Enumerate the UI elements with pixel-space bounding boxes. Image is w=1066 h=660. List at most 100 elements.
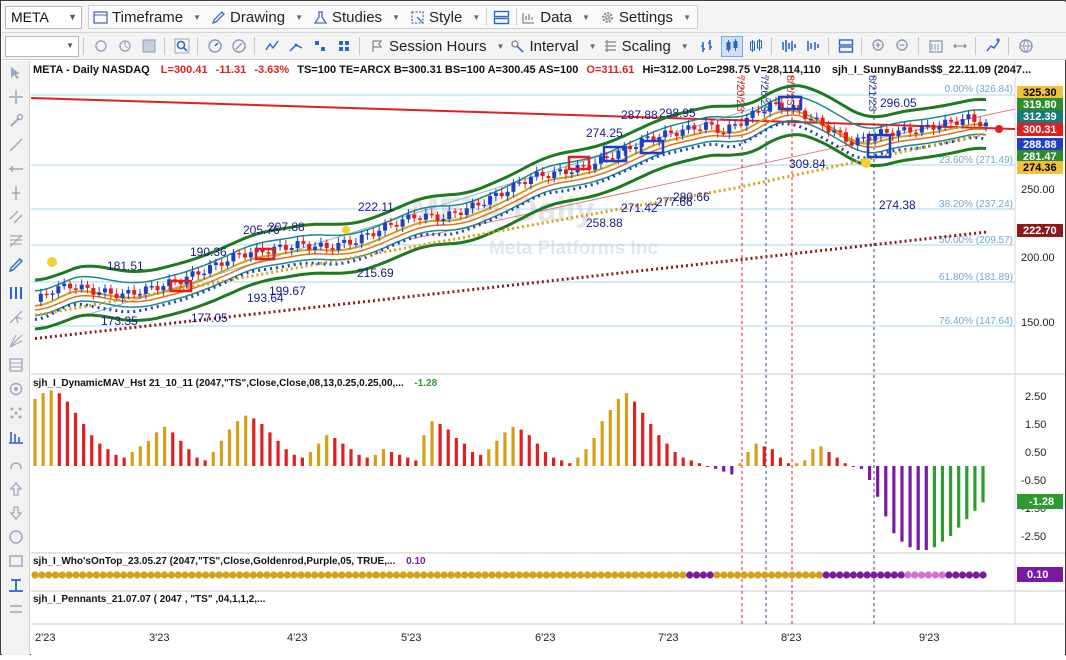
pitchfork-tool[interactable] — [3, 306, 29, 328]
scaling-menu[interactable]: Scaling ▼ — [603, 38, 689, 55]
price-axis[interactable]: 250.00 200.00 150.00 — [1021, 184, 1055, 329]
table-tool[interactable] — [3, 354, 29, 376]
object-button[interactable] — [309, 36, 331, 57]
trendline-tool[interactable] — [3, 110, 29, 132]
pennant-box — [254, 247, 276, 261]
refresh-button[interactable] — [90, 36, 112, 57]
find-button[interactable] — [171, 36, 193, 57]
data-menu[interactable]: Data ▼ — [517, 6, 596, 28]
dynamic-mav-histogram[interactable] — [33, 390, 985, 550]
panels-button[interactable] — [487, 6, 516, 28]
grid-button[interactable] — [138, 36, 160, 57]
style-menu[interactable]: Style ▼ — [406, 6, 486, 28]
symbol-selector[interactable]: META ▼ — [5, 5, 82, 29]
candlesticks[interactable] — [38, 97, 988, 306]
insert-study-button[interactable] — [982, 36, 1004, 57]
bar-chart-button[interactable] — [697, 36, 719, 57]
speedometer-button[interactable] — [204, 36, 226, 57]
candle-up — [558, 169, 563, 172]
trend-button[interactable] — [285, 36, 307, 57]
trend-dot — [399, 571, 407, 579]
pink-trendline[interactable] — [410, 108, 1016, 240]
date-tick: 6'23 — [535, 632, 555, 644]
trend-dot — [952, 571, 960, 579]
histogram-bar — [325, 435, 329, 466]
candle-up — [488, 195, 493, 205]
format-button[interactable] — [114, 36, 136, 57]
drawing-label: Drawing — [230, 8, 286, 26]
arrow-up-tool[interactable] — [3, 478, 29, 500]
settings-menu[interactable]: Settings ▼ — [596, 6, 697, 28]
horizontal-line-icon — [8, 166, 23, 172]
trend-dot — [679, 571, 687, 579]
bars-tool[interactable] — [3, 282, 29, 304]
lines-tool[interactable] — [3, 598, 29, 620]
histogram-bar — [495, 440, 499, 466]
histogram-bar — [308, 452, 313, 466]
ellipse-tool[interactable] — [3, 526, 29, 548]
interval-menu[interactable]: Interval ▼ — [510, 38, 597, 55]
nav-button[interactable] — [949, 36, 971, 57]
candle-chart-button[interactable] — [720, 35, 743, 57]
pointer-tool[interactable] — [3, 62, 29, 84]
space-button[interactable] — [925, 36, 947, 57]
fan-tool[interactable] — [3, 426, 29, 448]
histogram-bar — [57, 393, 61, 466]
histogram-bar — [551, 457, 556, 466]
line-tool[interactable] — [3, 134, 29, 156]
trend-dot — [147, 571, 155, 579]
chart-canvas[interactable]: META Daily Meta Platforms Inc 0.00% (326… — [30, 61, 1065, 655]
text-tool[interactable] — [3, 574, 29, 596]
histogram-bar — [398, 454, 402, 466]
depth-button[interactable] — [802, 36, 824, 57]
candle-up — [289, 248, 294, 250]
histogram-bar — [114, 454, 118, 466]
histogram-bar — [211, 452, 215, 466]
calendar-icon — [929, 40, 943, 53]
cycle-tool[interactable] — [3, 378, 29, 400]
drawing-menu[interactable]: Drawing ▼ — [207, 6, 309, 28]
drawing-object-select[interactable]: ▼ — [5, 35, 79, 57]
date-axis[interactable]: 2'23 3'23 4'23 5'23 6'23 7'23 8'23 9'23 — [35, 632, 939, 644]
arc-tool[interactable] — [3, 454, 29, 476]
workspace-button[interactable] — [1015, 36, 1037, 57]
arrow-down-tool[interactable] — [3, 502, 29, 524]
channel-icon — [8, 210, 23, 224]
hline-tool[interactable] — [3, 158, 29, 180]
chart-area[interactable]: META Daily Meta Platforms Inc 0.00% (326… — [30, 61, 1065, 655]
studies-menu[interactable]: Studies ▼ — [309, 6, 406, 28]
hollow-candle-button[interactable] — [745, 36, 767, 57]
annotation: 207.88 — [268, 220, 305, 234]
fibonacci-levels[interactable]: 0.00% (326.84) 23.60% (271.49) 38.20% (2… — [31, 84, 1015, 327]
gann-tool[interactable] — [3, 330, 29, 352]
crosshair-tool[interactable] — [3, 86, 29, 108]
settings-label: Settings — [618, 8, 674, 26]
candle-down — [324, 242, 329, 249]
tiles-button[interactable] — [333, 36, 355, 57]
zoom-out-button[interactable] — [892, 36, 914, 57]
arrows-icon — [952, 43, 967, 49]
rectangle-tool[interactable] — [3, 550, 29, 572]
alert-button[interactable] — [228, 36, 250, 57]
fib-tool[interactable] — [3, 230, 29, 252]
caret-icon: ▼ — [472, 12, 481, 22]
channel-tool[interactable] — [3, 206, 29, 228]
pen-tool[interactable] — [3, 254, 29, 276]
trend-dot — [508, 571, 517, 579]
study-name: sjh_I_SunnyBands$$_22.11.09 (2047... — [832, 64, 1031, 76]
session-hours-menu[interactable]: Session Hours ▼ — [370, 38, 504, 55]
volume-button[interactable] — [778, 36, 800, 57]
speed-tool[interactable] — [3, 402, 29, 424]
vline-tool[interactable] — [3, 182, 29, 204]
red-trendline[interactable] — [30, 97, 1016, 130]
candle-up — [943, 119, 948, 127]
trend-dot — [631, 571, 639, 579]
pattern-button[interactable] — [261, 36, 283, 57]
layout-button[interactable] — [835, 36, 857, 57]
arrow-up-icon — [9, 481, 22, 496]
zoom-in-button[interactable] — [868, 36, 890, 57]
trend-dot — [256, 571, 264, 579]
timeframe-menu[interactable]: Timeframe ▼ — [89, 6, 207, 28]
whos-on-top-dots[interactable] — [31, 571, 987, 579]
histogram-bar — [414, 460, 418, 466]
